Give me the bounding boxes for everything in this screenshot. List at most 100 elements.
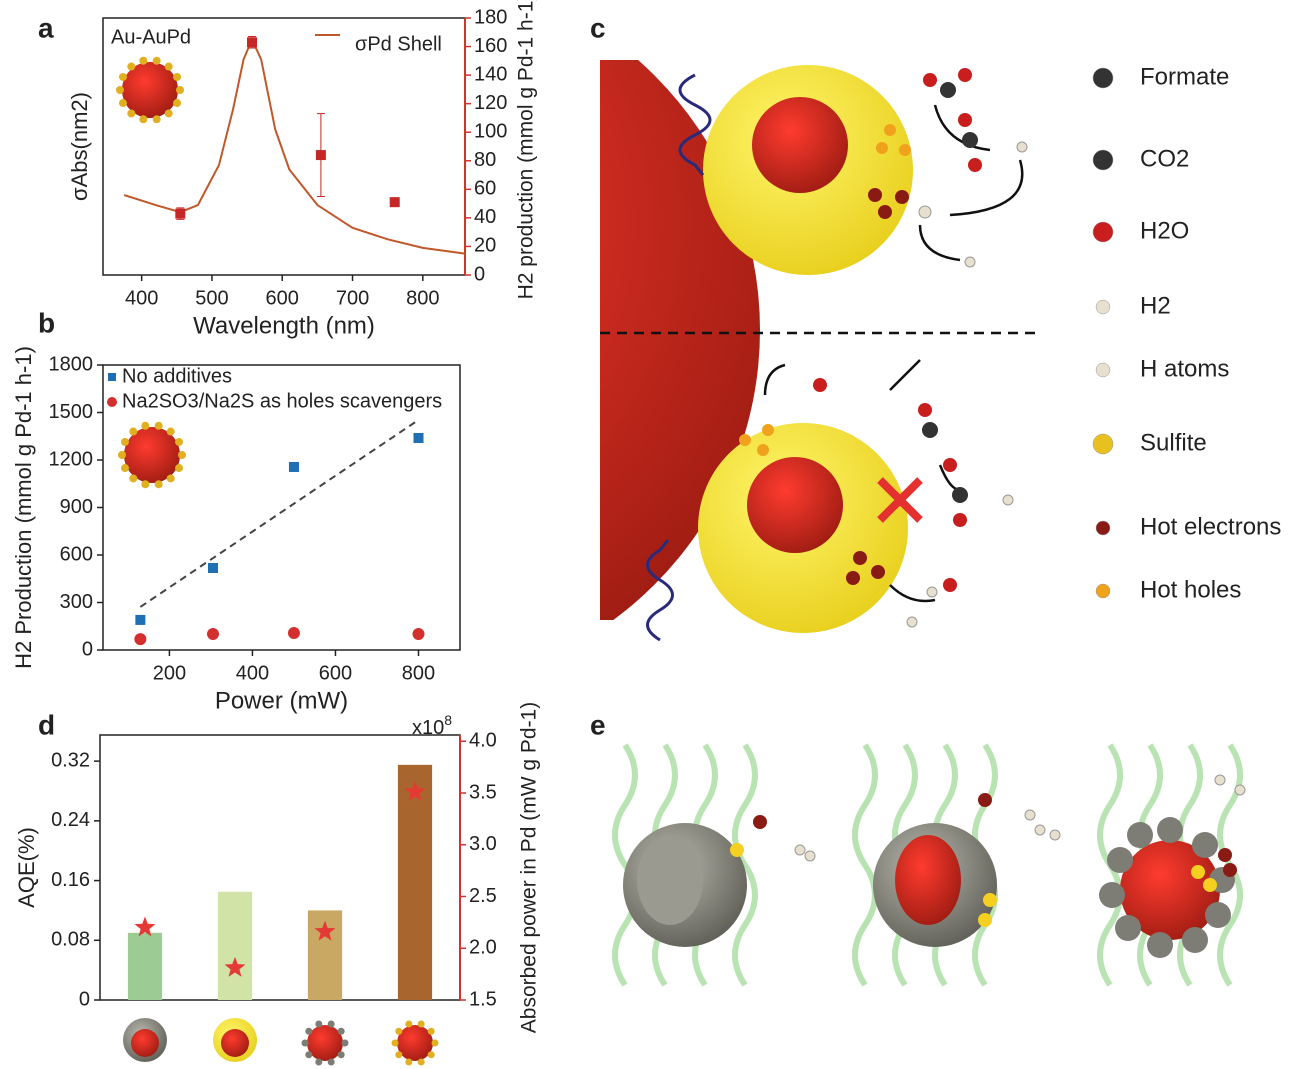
bar — [218, 892, 252, 1000]
legend-icon — [1096, 584, 1110, 598]
particle-dot — [139, 57, 147, 65]
particle-dot — [119, 73, 127, 81]
y2-tick-label: 180 — [474, 6, 507, 28]
y-tick-label: 0.32 — [51, 749, 90, 771]
bar — [128, 933, 162, 1000]
legend-label: Hot electrons — [1140, 513, 1281, 540]
x-axis-label: Wavelength (nm) — [193, 312, 375, 339]
panel-label: d — [38, 709, 55, 740]
particle-dot — [139, 115, 147, 123]
category-icon-dot — [328, 1059, 335, 1066]
y2-axis-label: H2 production (mmol g Pd-1 h-1) — [515, 0, 538, 299]
particle-dot — [127, 63, 135, 71]
x-tick-label: 600 — [266, 287, 299, 309]
point — [175, 209, 185, 219]
legend-label: Formate — [1140, 63, 1229, 90]
y2-tick-label: 100 — [474, 121, 507, 143]
category-icon-dot — [432, 1040, 439, 1047]
y2-tick-label: 3.5 — [469, 781, 497, 803]
panel-label: c — [590, 12, 606, 43]
particle-dot — [175, 464, 183, 472]
particle-dot — [153, 57, 161, 65]
core — [747, 457, 843, 553]
y2-tick-label: 20 — [474, 235, 496, 257]
legend-icon — [1096, 363, 1110, 377]
legend-label: H2O — [1140, 217, 1189, 244]
legend-icon — [1093, 434, 1113, 454]
legend-label: Na2SO3/Na2S as holes scavengers — [122, 390, 442, 412]
line — [140, 420, 418, 607]
particle-dot — [119, 99, 127, 107]
point — [412, 628, 424, 640]
hydrogens — [907, 142, 1027, 627]
category-icon-dot — [395, 1028, 402, 1035]
y-tick-label: 0 — [79, 988, 90, 1010]
particle-dot — [121, 438, 129, 446]
particle-dot — [121, 464, 129, 472]
legend-icon — [1093, 222, 1113, 242]
panel-label: a — [38, 12, 54, 43]
category-icon-dot — [305, 1051, 312, 1058]
category-icon-dot — [338, 1051, 345, 1058]
y2-tick-label: 40 — [474, 206, 496, 228]
category-icon-core — [131, 1029, 159, 1057]
y2-tick-label: 0 — [474, 263, 485, 285]
y-tick-label: 1800 — [49, 353, 94, 375]
legend-swatch — [107, 397, 117, 407]
panel-label: b — [38, 307, 55, 338]
y-tick-label: 900 — [60, 496, 93, 518]
category-icon-core — [307, 1025, 343, 1061]
particle-dot — [127, 109, 135, 117]
x-tick-label: 200 — [153, 662, 186, 684]
category-icon-dot — [342, 1040, 349, 1047]
x-tick-label: 800 — [406, 287, 439, 309]
point — [288, 627, 300, 639]
category-icon-dot — [405, 1059, 412, 1066]
y-axis-label: σAbs(nm2) — [67, 92, 92, 201]
y-tick-label: 1500 — [49, 401, 94, 423]
legend-icon — [1096, 521, 1110, 535]
multiplier-base: x10 — [412, 717, 444, 739]
panel-label: e — [590, 709, 606, 740]
category-icon-dot — [405, 1020, 412, 1027]
particle-dot — [129, 474, 137, 482]
point — [134, 633, 146, 645]
figure: abcde40050060070080002040608010012014016… — [0, 0, 1304, 1069]
legend-label: σPd Shell — [355, 33, 442, 55]
particle-dot — [153, 115, 161, 123]
legend-label: Hot holes — [1140, 576, 1241, 603]
legend-swatch — [108, 373, 116, 381]
category-icon-dot — [428, 1028, 435, 1035]
x-tick-label: 400 — [125, 287, 158, 309]
category-icon-core — [221, 1029, 249, 1057]
point — [390, 197, 400, 207]
x-tick-label: 600 — [319, 662, 352, 684]
core — [752, 97, 848, 193]
legend-icon — [1093, 150, 1113, 170]
x-tick-label: 700 — [336, 287, 369, 309]
y2-tick-label: 2.5 — [469, 885, 497, 907]
y-axis-label: AQE(%) — [14, 827, 39, 908]
x-axis-label: Power (mW) — [215, 687, 348, 714]
carbons — [922, 82, 978, 503]
y-tick-label: 300 — [60, 591, 93, 613]
category-icon-core — [397, 1025, 433, 1061]
y-tick-label: 0 — [82, 638, 93, 660]
core — [637, 835, 703, 925]
particle-dot — [165, 63, 173, 71]
particle-dot — [178, 451, 186, 459]
point — [135, 615, 145, 625]
x-tick-label: 500 — [195, 287, 228, 309]
x-tick-label: 400 — [236, 662, 269, 684]
legend-label: H2 — [1140, 292, 1171, 319]
particle-dot — [167, 428, 175, 436]
legend-label: Sulfite — [1140, 429, 1207, 456]
legend-label: CO2 — [1140, 145, 1189, 172]
category-icon-dot — [395, 1051, 402, 1058]
y2-tick-label: 3.0 — [469, 833, 497, 855]
legend-label: No additives — [122, 365, 232, 387]
y-tick-label: 0.24 — [51, 809, 90, 831]
particle-dot — [173, 99, 181, 107]
particle-dot — [176, 86, 184, 94]
particle-dot — [173, 73, 181, 81]
